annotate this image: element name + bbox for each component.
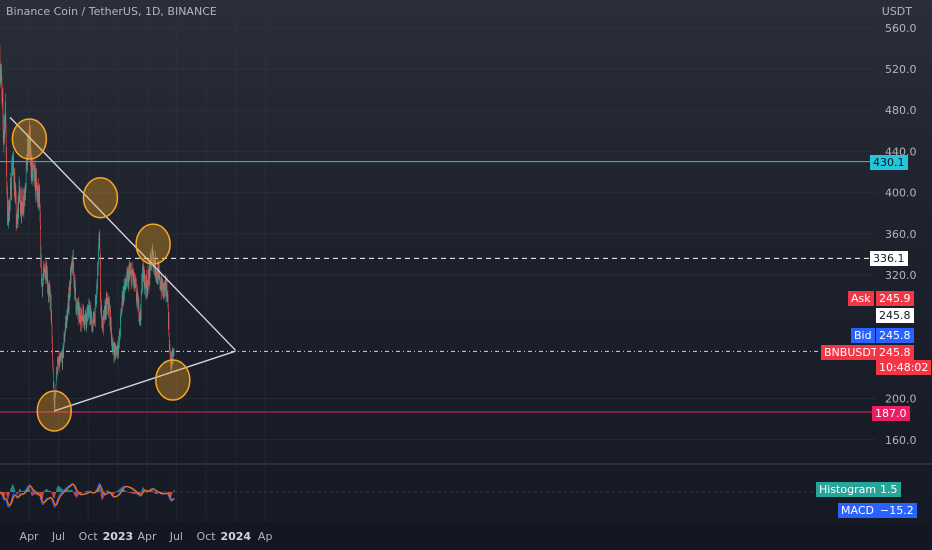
macd-label: MACD [838,503,877,518]
signal-line [0,483,175,507]
time-axis-bar [0,522,932,550]
price-tick-label: 200.0 [885,393,917,406]
support-level-badge: 187.0 [872,406,910,421]
price-axis-ticks: 560.0520.0480.0440.0400.0360.0320.0200.0… [885,22,917,447]
trendline [54,350,236,412]
time-tick-label: Oct [79,530,99,543]
highlight-circle [11,118,48,160]
time-tick-label: Apr [137,530,157,543]
pane-separator [0,463,932,465]
macd-panel [0,482,876,509]
time-tick-label: Apr [20,530,40,543]
highlight-circle [155,359,191,401]
price-tick-label: 520.0 [885,63,917,76]
symbol-price-badge: 245.8 [876,345,914,360]
price-tick-label: 480.0 [885,104,917,117]
time-tick-label: 2023 [103,530,134,543]
grid [0,20,932,550]
time-tick-label: 2024 [220,530,251,543]
price-tick-label: 360.0 [885,228,917,241]
price-tick-label: 400.0 [885,187,917,200]
price-tick-label: 560.0 [885,22,917,35]
dashed-level-badge: 336.1 [870,251,908,266]
symbol-label: BNBUSDT [821,345,881,360]
candle-countdown: 10:48:02 [876,360,932,375]
time-axis-ticks: Apr Jul Oct 2023 Apr Jul Oct 2024 Ap [20,530,273,543]
macd-line [0,482,175,509]
highlight-circle [82,177,119,219]
highlight-circle [36,390,73,432]
time-tick-label: Ap [258,530,273,543]
resistance-level-badge: 430.1 [870,155,908,170]
chart-title: Binance Coin / TetherUS, 1D, BINANCE [6,5,217,18]
trendlines [9,116,236,412]
time-tick-label: Oct [197,530,217,543]
time-tick-label: Jul [51,530,65,543]
mid-price-badge: 245.8 [876,308,914,323]
bid-price-badge: 245.8 [876,328,914,343]
trendline [9,116,236,351]
candles [0,45,175,412]
histogram-label: Histogram [816,482,880,497]
ask-price-badge: 245.9 [876,291,914,306]
time-tick-label: Jul [169,530,183,543]
price-axis-unit: USDT [881,5,912,18]
highlight-circle [135,223,171,265]
ask-label: Ask [848,291,874,306]
highlights [11,118,191,432]
price-tick-label: 160.0 [885,434,917,447]
histogram-value: 1.5 [877,482,901,497]
macd-value: −15.2 [877,503,917,518]
price-tick-label: 320.0 [885,269,917,282]
bid-label: Bid [851,328,875,343]
